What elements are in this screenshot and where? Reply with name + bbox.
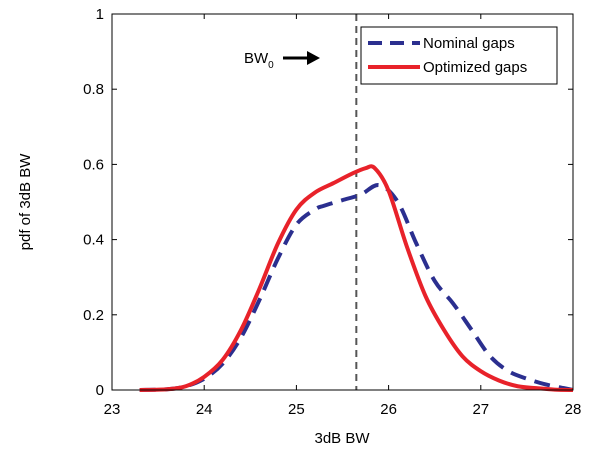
legend-box xyxy=(360,26,558,85)
x-tick-label: 26 xyxy=(380,401,397,418)
y-tick-label: 0.2 xyxy=(83,307,104,324)
legend: Nominal gaps Optimized gaps xyxy=(360,26,558,85)
y-tick-label: 0.8 xyxy=(83,81,104,98)
x-tick-label: 27 xyxy=(472,401,489,418)
bw0-annotation: BW0 xyxy=(244,50,320,71)
ticks-group xyxy=(111,13,574,391)
bw0-arrow-head xyxy=(307,51,320,65)
y-tick-label: 1 xyxy=(96,6,104,23)
x-tick-label: 24 xyxy=(196,401,213,418)
bw0-label-subscript: 0 xyxy=(268,60,274,71)
y-tick-label: 0 xyxy=(96,382,104,399)
y-tick-label: 0.6 xyxy=(83,156,104,173)
legend-label-nominal: Nominal gaps xyxy=(423,35,515,52)
x-tick-labels: 23 24 25 26 27 28 xyxy=(104,401,582,418)
legend-label-optimized: Optimized gaps xyxy=(423,59,527,76)
plot-frame xyxy=(111,13,574,391)
x-tick-label: 25 xyxy=(288,401,305,418)
y-axis-title: pdf of 3dB BW xyxy=(17,153,34,251)
series-group xyxy=(139,164,574,392)
y-tick-labels: 0 0.2 0.4 0.6 0.8 1 xyxy=(83,6,104,399)
y-tick-label: 0.4 xyxy=(83,232,104,249)
x-tick-label: 28 xyxy=(565,401,582,418)
series-line-nominal xyxy=(139,183,574,392)
series-line-optimized xyxy=(139,164,574,392)
bw0-label: BW0 xyxy=(244,50,274,71)
bw0-label-main: BW xyxy=(244,50,269,67)
x-axis-title: 3dB BW xyxy=(314,430,370,447)
x-tick-label: 23 xyxy=(104,401,121,418)
